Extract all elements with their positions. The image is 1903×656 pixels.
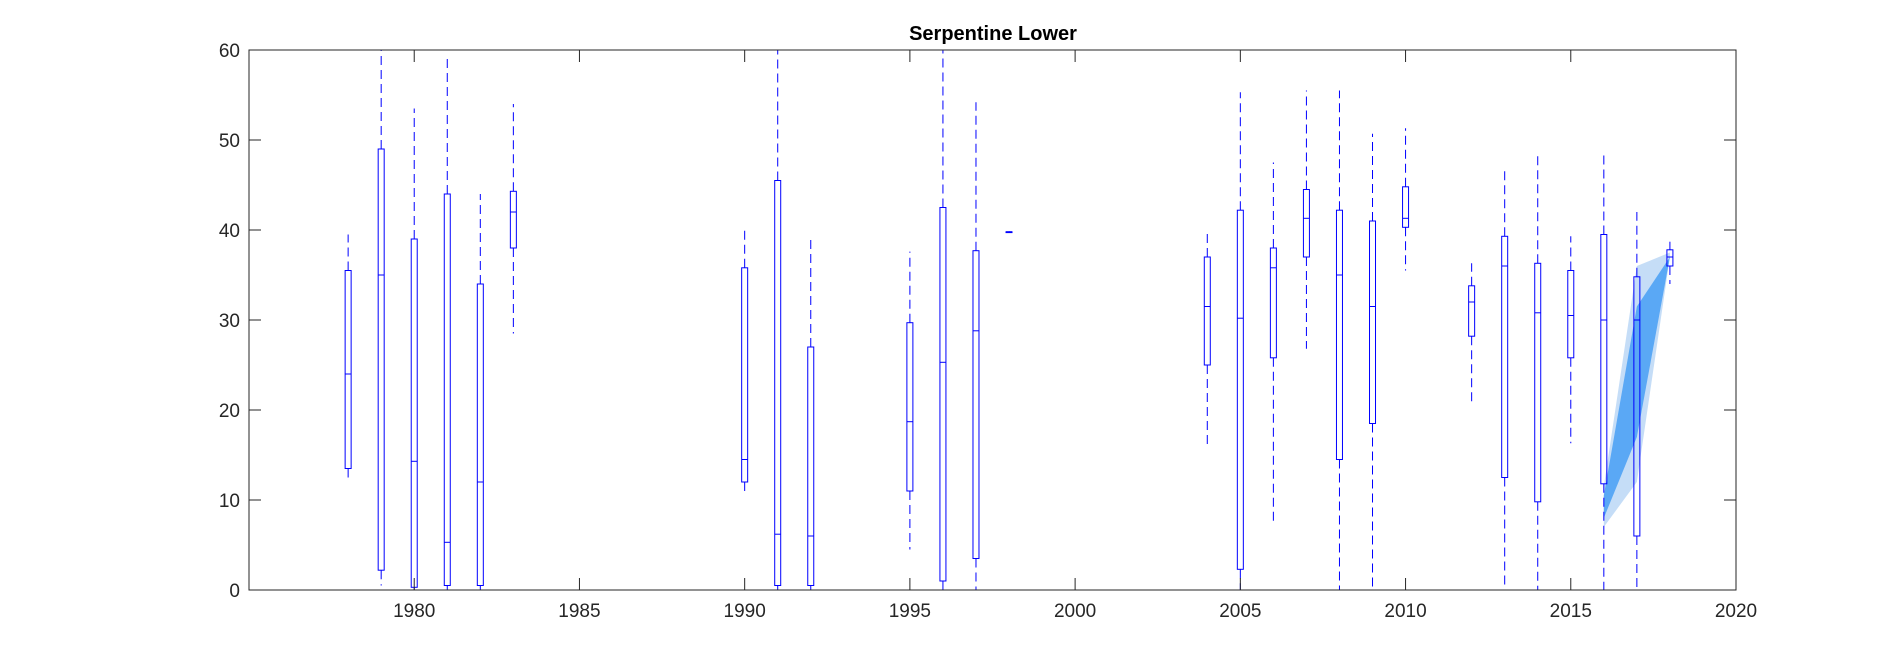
box-2013 xyxy=(1501,169,1509,590)
box-1982 xyxy=(476,194,484,590)
box-2005 xyxy=(1236,92,1244,590)
chart-title: Serpentine Lower xyxy=(909,23,1077,45)
box-iqr xyxy=(1633,276,1641,537)
x-tick-label: 2015 xyxy=(1550,601,1592,622)
x-tick-label: 2005 xyxy=(1219,601,1261,622)
box-1990 xyxy=(741,230,749,493)
box-iqr xyxy=(1501,235,1509,478)
box-2007 xyxy=(1302,90,1310,349)
box-iqr xyxy=(1302,189,1310,258)
y-tick-label: 50 xyxy=(219,131,240,152)
box-2010 xyxy=(1402,128,1410,271)
y-tick-label: 60 xyxy=(219,41,240,62)
box-iqr xyxy=(741,267,749,483)
box-1978 xyxy=(344,234,352,478)
box-iqr xyxy=(1666,249,1674,267)
y-tick-label: 10 xyxy=(219,491,240,512)
box-1997 xyxy=(972,102,980,590)
box-iqr xyxy=(1534,262,1542,503)
x-tick-label: 2010 xyxy=(1384,601,1426,622)
box-2015 xyxy=(1567,236,1575,444)
box-2006 xyxy=(1269,162,1277,525)
confidence-bands xyxy=(1603,252,1670,527)
y-tick-label: 40 xyxy=(219,221,240,242)
box-iqr xyxy=(1203,256,1211,366)
x-tick-label: 1985 xyxy=(558,601,600,622)
x-tick-label: 2020 xyxy=(1715,601,1757,622)
box-iqr xyxy=(807,346,815,586)
band-inner xyxy=(1603,257,1670,518)
box-2012 xyxy=(1468,263,1476,403)
x-tick-label: 2000 xyxy=(1054,601,1096,622)
y-tick-label: 20 xyxy=(219,401,240,422)
y-tick-label: 30 xyxy=(219,311,240,332)
box-iqr xyxy=(1369,220,1377,424)
box-2004 xyxy=(1203,230,1211,446)
box-iqr xyxy=(939,207,947,582)
box-iqr xyxy=(1269,247,1277,359)
box-iqr xyxy=(1567,270,1575,359)
box-iqr xyxy=(906,322,914,492)
box-iqr xyxy=(476,283,484,586)
box-2017 xyxy=(1633,212,1641,590)
box-1995 xyxy=(906,251,914,550)
box-iqr xyxy=(443,193,451,586)
box-iqr xyxy=(1236,209,1244,570)
box-1992 xyxy=(807,236,815,590)
box-1996 xyxy=(939,50,947,590)
box-iqr xyxy=(1600,234,1608,485)
box-1979 xyxy=(377,50,385,586)
box-2008 xyxy=(1335,90,1343,590)
box-1983 xyxy=(509,104,517,334)
box-iqr xyxy=(1402,186,1410,228)
box-1981 xyxy=(443,54,451,590)
box-iqr xyxy=(972,250,980,559)
box-2009 xyxy=(1369,133,1377,590)
y-tick-label: 0 xyxy=(229,581,240,602)
box-2016 xyxy=(1600,153,1608,590)
box-1991 xyxy=(774,50,782,590)
box-iqr xyxy=(1335,209,1343,460)
box-iqr xyxy=(774,180,782,586)
x-tick-label: 1995 xyxy=(889,601,931,622)
box-iqr xyxy=(1468,285,1476,337)
box-1998 xyxy=(1005,231,1013,234)
ticks: 1980 1985 1990 1995 2000 2005 2010 2015 2020 0 10 2… xyxy=(219,41,1757,622)
box-iqr xyxy=(344,270,352,469)
box-2014 xyxy=(1534,156,1542,590)
box-iqr xyxy=(509,190,517,249)
box-2018 xyxy=(1666,241,1674,284)
x-tick-label: 1990 xyxy=(724,601,766,622)
x-tick-label: 1980 xyxy=(393,601,435,622)
box-iqr xyxy=(377,148,385,571)
